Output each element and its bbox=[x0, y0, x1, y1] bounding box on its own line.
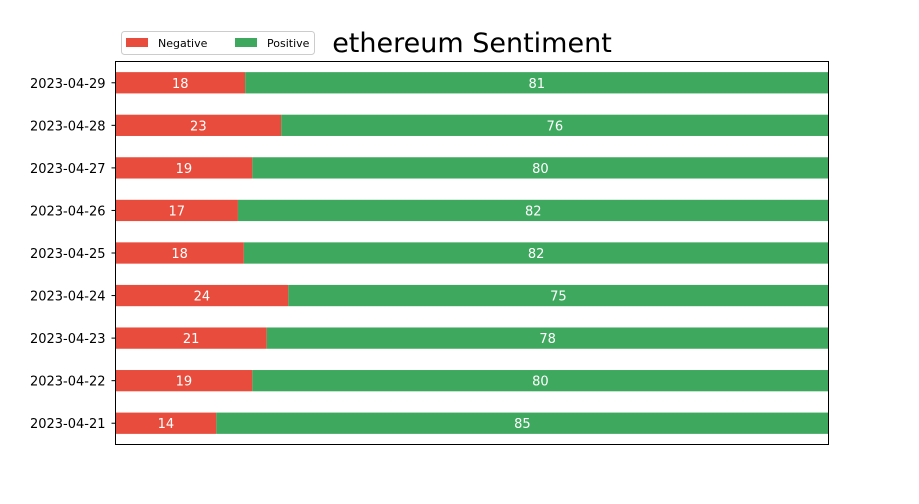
y-tick-label: 2023-04-27 bbox=[30, 162, 106, 177]
y-tick-label: 2023-04-23 bbox=[30, 332, 106, 347]
data-label-positive-2023-04-26: 82 bbox=[525, 204, 542, 219]
bar-positive-2023-04-23 bbox=[266, 327, 829, 349]
y-tick-label: 2023-04-26 bbox=[30, 204, 106, 219]
bars-group: 18 81 23 76 19 80 17 82 18 82 24 75 21 78 19 80 14 85 bbox=[115, 72, 829, 434]
legend-box bbox=[121, 31, 315, 55]
data-label-negative-2023-04-27: 19 bbox=[176, 162, 193, 177]
data-label-positive-2023-04-22: 80 bbox=[532, 375, 549, 390]
data-label-negative-2023-04-22: 19 bbox=[176, 375, 193, 390]
data-label-negative-2023-04-26: 17 bbox=[168, 204, 185, 219]
legend-label-negative: Negative bbox=[158, 37, 208, 50]
y-tick-label: 2023-04-25 bbox=[30, 247, 106, 262]
y-tick-label: 2023-04-21 bbox=[30, 417, 106, 432]
bar-negative-2023-04-21 bbox=[115, 412, 217, 434]
bar-positive-2023-04-21 bbox=[216, 412, 829, 434]
bar-positive-2023-04-22 bbox=[252, 370, 829, 392]
legend-swatch-negative bbox=[126, 38, 148, 47]
y-tick-label: 2023-04-29 bbox=[30, 77, 106, 92]
bar-negative-2023-04-27 bbox=[115, 157, 253, 179]
data-label-negative-2023-04-23: 21 bbox=[183, 332, 200, 347]
y-tick-label: 2023-04-24 bbox=[30, 290, 106, 305]
data-label-negative-2023-04-25: 18 bbox=[171, 247, 188, 262]
data-label-positive-2023-04-29: 81 bbox=[529, 77, 546, 92]
y-tick-label: 2023-04-28 bbox=[30, 119, 106, 134]
bar-negative-2023-04-29 bbox=[115, 72, 246, 94]
data-label-negative-2023-04-24: 24 bbox=[194, 290, 211, 305]
data-label-positive-2023-04-27: 80 bbox=[532, 162, 549, 177]
bar-negative-2023-04-26 bbox=[115, 199, 238, 222]
bar-negative-2023-04-28 bbox=[115, 114, 282, 136]
legend: Negative Positive bbox=[121, 31, 315, 55]
bar-negative-2023-04-23 bbox=[115, 327, 267, 349]
bar-positive-2023-04-29 bbox=[245, 72, 829, 94]
data-label-positive-2023-04-24: 75 bbox=[550, 290, 567, 305]
legend-swatch-positive bbox=[235, 38, 257, 47]
bar-positive-2023-04-24 bbox=[288, 284, 829, 307]
data-label-negative-2023-04-21: 14 bbox=[158, 417, 175, 432]
bar-positive-2023-04-25 bbox=[243, 242, 829, 264]
data-label-positive-2023-04-28: 76 bbox=[547, 119, 564, 134]
plot-frame bbox=[115, 61, 829, 445]
bar-negative-2023-04-22 bbox=[115, 370, 253, 392]
bar-negative-2023-04-25 bbox=[115, 242, 244, 264]
y-tick-label: 2023-04-22 bbox=[30, 375, 106, 390]
bar-positive-2023-04-26 bbox=[237, 199, 829, 222]
data-label-positive-2023-04-21: 85 bbox=[514, 417, 531, 432]
bar-positive-2023-04-27 bbox=[252, 157, 829, 179]
data-label-positive-2023-04-23: 78 bbox=[539, 332, 556, 347]
data-label-positive-2023-04-25: 82 bbox=[528, 247, 545, 262]
data-label-negative-2023-04-28: 23 bbox=[190, 119, 207, 134]
bar-negative-2023-04-24 bbox=[115, 284, 289, 307]
y-axis: 2023-04-29 2023-04-28 2023-04-27 2023-04-26… bbox=[30, 77, 116, 432]
data-label-negative-2023-04-29: 18 bbox=[172, 77, 189, 92]
chart-title: ethereum Sentiment bbox=[332, 28, 612, 59]
bar-positive-2023-04-28 bbox=[281, 114, 829, 136]
legend-label-positive: Positive bbox=[267, 37, 310, 50]
